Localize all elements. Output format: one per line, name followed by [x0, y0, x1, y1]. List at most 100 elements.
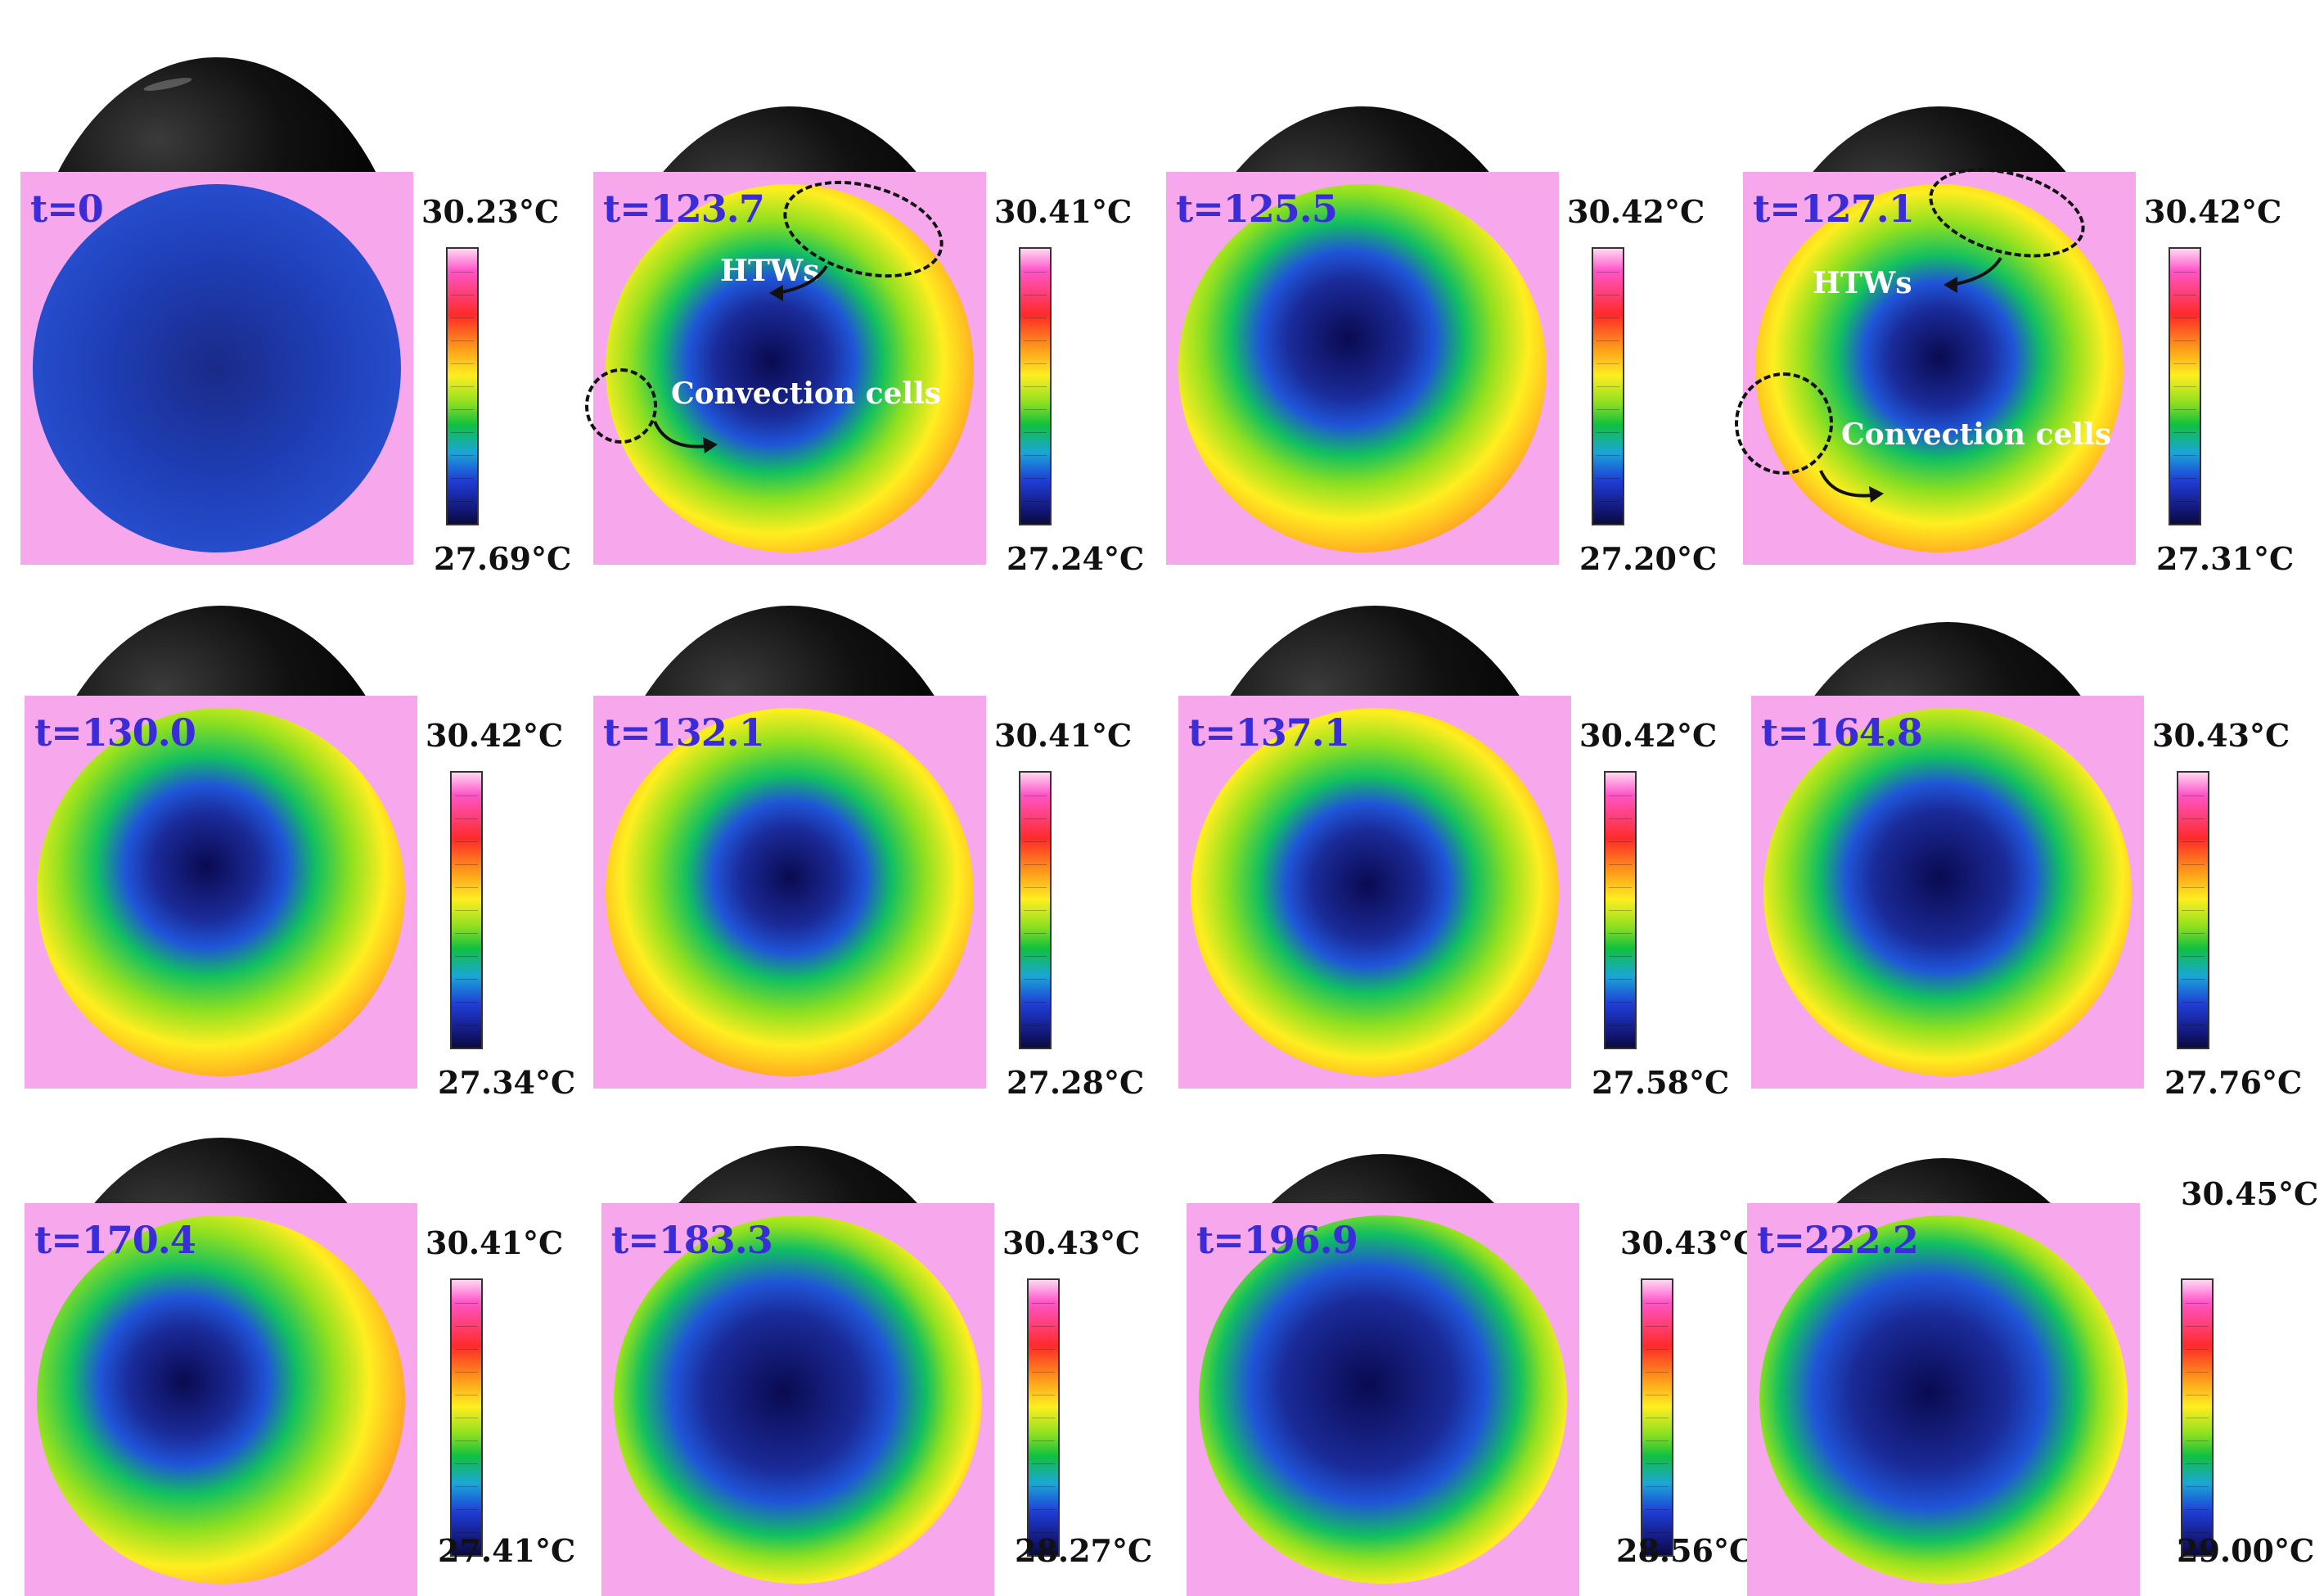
scale-tick — [1646, 1349, 1669, 1350]
droplet-profile — [593, 33, 986, 172]
max-temperature: 30.43°C — [2152, 717, 2290, 754]
thermal-panel-7: t=137.1 30.42°C 27.58°C — [1170, 557, 1743, 1101]
thermal-panel-12: t=222.2 30.45°C 29.00°C — [1739, 1064, 2318, 1596]
scale-tick — [1609, 887, 1632, 888]
scale-tick — [451, 272, 474, 273]
scale-tick — [1032, 1326, 1055, 1327]
scale-tick — [1609, 1002, 1632, 1003]
scale-tick — [2186, 1349, 2209, 1350]
scale-tick — [1646, 1463, 1669, 1464]
scale-tick — [1032, 1440, 1055, 1441]
scale-tick — [1609, 910, 1632, 911]
scale-tick — [1024, 1002, 1047, 1003]
scale-tick — [1024, 478, 1047, 479]
max-temperature: 30.42°C — [426, 717, 564, 754]
scale-tick — [1609, 956, 1632, 957]
time-label: t=183.3 — [611, 1218, 773, 1262]
scale-tick — [1032, 1486, 1055, 1487]
scale-tick — [1032, 1532, 1055, 1533]
max-temperature: 30.41°C — [426, 1224, 564, 1261]
scale-tick — [1597, 455, 1619, 456]
scale-tick — [2182, 887, 2205, 888]
scale-tick — [2186, 1440, 2209, 1441]
thermal-image — [593, 172, 986, 565]
max-temperature: 30.42°C — [2144, 193, 2282, 230]
thermal-panel-3: t=125.5 30.42°C 27.20°C — [1158, 33, 1731, 577]
scale-tick — [455, 956, 478, 957]
scale-tick — [2186, 1509, 2209, 1510]
scale-tick — [455, 1509, 478, 1510]
scale-tick — [2182, 956, 2205, 957]
time-label: t=127.1 — [1753, 187, 1915, 231]
color-scale-bar — [1592, 247, 1624, 525]
color-scale-bar — [446, 247, 479, 525]
scale-tick — [451, 409, 474, 410]
time-label: t=123.7 — [603, 187, 765, 231]
scale-tick — [451, 432, 474, 433]
time-label: t=222.2 — [1757, 1218, 1919, 1262]
thermal-panel-2: t=123.7 30.41°C 27.24°C HTWs Convection … — [585, 33, 1158, 577]
scale-tick — [1646, 1440, 1669, 1441]
scale-tick — [1024, 386, 1047, 387]
scale-tick — [2173, 363, 2196, 364]
scale-tick — [1024, 501, 1047, 502]
scale-tick — [1024, 979, 1047, 980]
scale-tick — [1609, 979, 1632, 980]
convection-cells-label: Convection cells — [671, 376, 942, 411]
min-temperature: 27.31°C — [2156, 540, 2295, 577]
min-temperature: 29.00°C — [2177, 1532, 2315, 1569]
scale-tick — [1609, 933, 1632, 934]
min-temperature: 28.56°C — [1616, 1532, 1754, 1569]
scale-tick — [1609, 818, 1632, 819]
thermal-image — [1751, 696, 2144, 1089]
thermal-image — [20, 172, 413, 565]
scale-tick — [1024, 1025, 1047, 1026]
scale-tick — [2173, 340, 2196, 341]
color-scale-bar — [2181, 1278, 2214, 1557]
scale-tick — [1024, 409, 1047, 410]
thermal-panel-10: t=183.3 30.43°C 28.27°C — [593, 1064, 1166, 1596]
max-temperature: 30.43°C — [1002, 1224, 1141, 1261]
droplet-profile — [593, 557, 986, 696]
scale-tick — [1024, 933, 1047, 934]
scale-tick — [451, 363, 474, 364]
arrow-icon — [1943, 256, 2002, 293]
scale-tick — [1024, 340, 1047, 341]
scale-tick — [1609, 1025, 1632, 1026]
convection-cells-label: Convection cells — [1841, 417, 2112, 452]
scale-tick — [2186, 1486, 2209, 1487]
min-temperature: 27.69°C — [434, 540, 572, 577]
scale-tick — [2173, 432, 2196, 433]
time-label: t=196.9 — [1196, 1218, 1358, 1262]
droplet-profile — [1187, 1064, 1579, 1203]
scale-tick — [1024, 887, 1047, 888]
droplet-profile — [1747, 1064, 2140, 1203]
min-temperature: 27.24°C — [1007, 540, 1145, 577]
color-scale-bar — [1641, 1278, 1673, 1557]
scale-tick — [1032, 1372, 1055, 1373]
scale-tick — [2173, 455, 2196, 456]
max-temperature: 30.42°C — [1579, 717, 1718, 754]
thermal-image — [1178, 696, 1571, 1089]
thermal-panel-4: t=127.1 30.42°C 27.31°C HTWs Convection … — [1735, 33, 2308, 577]
thermal-image — [1187, 1203, 1579, 1596]
color-scale-bar — [1027, 1278, 1060, 1557]
scale-tick — [2173, 501, 2196, 502]
scale-tick — [455, 1372, 478, 1373]
scale-tick — [1597, 432, 1619, 433]
droplet-profile — [1178, 557, 1571, 696]
scale-tick — [455, 1486, 478, 1487]
time-label: t=130.0 — [34, 710, 196, 755]
time-label: t=132.1 — [603, 710, 765, 755]
scale-tick — [2182, 1002, 2205, 1003]
scale-tick — [1646, 1303, 1669, 1304]
droplet-profile — [25, 557, 417, 696]
scale-tick — [2182, 841, 2205, 842]
droplet-profile — [1743, 33, 2136, 172]
scale-tick — [2186, 1463, 2209, 1464]
scale-tick — [455, 887, 478, 888]
thermal-image — [593, 696, 986, 1089]
scale-tick — [1646, 1486, 1669, 1487]
scale-tick — [1597, 272, 1619, 273]
time-label: t=137.1 — [1188, 710, 1350, 755]
